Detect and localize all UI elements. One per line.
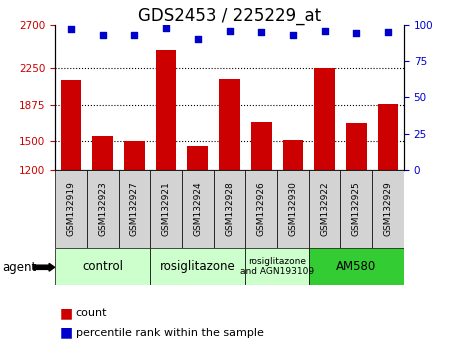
Point — [99, 32, 106, 38]
Bar — [213, 170, 246, 248]
Bar — [87, 170, 118, 248]
Bar — [251, 121, 272, 170]
Bar — [124, 141, 145, 170]
Bar — [246, 248, 309, 285]
Bar — [309, 248, 404, 285]
Bar — [314, 68, 335, 170]
Point — [194, 36, 202, 42]
Bar — [92, 136, 113, 170]
Point — [67, 26, 75, 32]
Text: rosiglitazone: rosiglitazone — [160, 260, 235, 273]
Bar — [277, 170, 309, 248]
Bar — [182, 170, 213, 248]
Bar — [55, 248, 150, 285]
Bar — [283, 140, 303, 170]
Text: GSM132925: GSM132925 — [352, 182, 361, 236]
Text: GSM132922: GSM132922 — [320, 182, 329, 236]
Bar — [372, 170, 404, 248]
Text: GSM132928: GSM132928 — [225, 182, 234, 236]
Bar — [156, 50, 176, 170]
Text: control: control — [82, 260, 123, 273]
Bar — [341, 170, 372, 248]
Point — [162, 25, 170, 30]
Title: GDS2453 / 225229_at: GDS2453 / 225229_at — [138, 7, 321, 25]
Bar — [55, 170, 87, 248]
Text: ■: ■ — [60, 306, 73, 320]
Text: rosiglitazone
and AGN193109: rosiglitazone and AGN193109 — [240, 257, 314, 276]
Text: AM580: AM580 — [336, 260, 376, 273]
Text: GSM132927: GSM132927 — [130, 182, 139, 236]
Bar — [309, 170, 341, 248]
Text: agent: agent — [2, 261, 37, 274]
Bar — [187, 146, 208, 170]
Text: percentile rank within the sample: percentile rank within the sample — [76, 328, 263, 338]
Text: GSM132923: GSM132923 — [98, 182, 107, 236]
Text: GSM132929: GSM132929 — [384, 182, 392, 236]
Bar — [61, 80, 81, 170]
Bar — [219, 79, 240, 170]
Point — [257, 29, 265, 35]
Text: GSM132926: GSM132926 — [257, 182, 266, 236]
Point — [226, 28, 233, 33]
Point — [289, 32, 297, 38]
Bar — [246, 170, 277, 248]
Point — [321, 28, 328, 33]
Point — [131, 32, 138, 38]
Point — [353, 31, 360, 36]
Text: GSM132924: GSM132924 — [193, 182, 202, 236]
Point — [384, 29, 392, 35]
Bar — [378, 104, 398, 170]
Bar — [346, 124, 367, 170]
Text: GSM132930: GSM132930 — [288, 181, 297, 236]
Text: GSM132921: GSM132921 — [162, 182, 171, 236]
Text: ■: ■ — [60, 326, 73, 340]
Bar — [150, 248, 246, 285]
Bar — [150, 170, 182, 248]
Bar — [118, 170, 150, 248]
Text: GSM132919: GSM132919 — [67, 181, 75, 236]
Text: count: count — [76, 308, 107, 318]
